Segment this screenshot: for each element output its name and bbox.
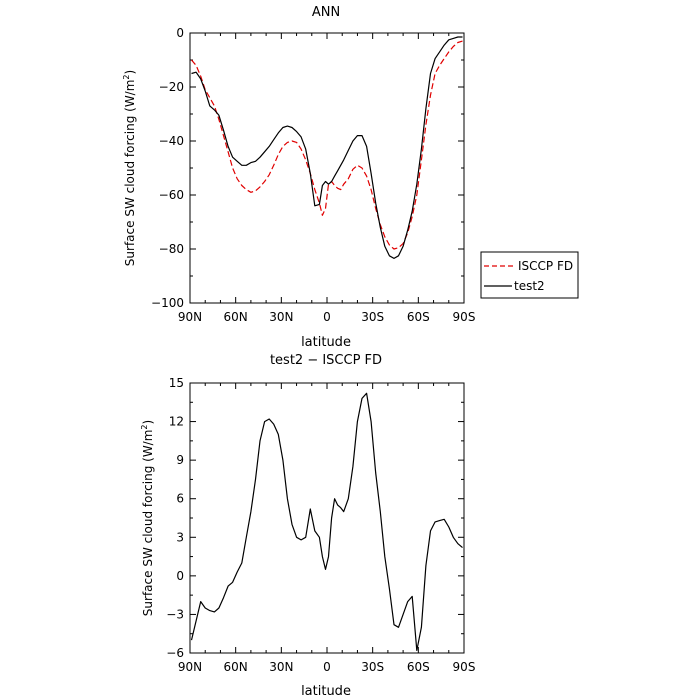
difference-series-line: [190, 392, 463, 652]
x-tick-label: 30S: [361, 310, 384, 324]
y-tick-label: −100: [151, 296, 184, 310]
x-tick-label: 60S: [407, 660, 430, 674]
x-tick-label: 30S: [361, 660, 384, 674]
y-tick-label: 0: [176, 569, 184, 583]
legend-box: [480, 251, 579, 299]
series-lines: [190, 392, 463, 652]
y-tick-labels: 15 12 9 6 3 0 −3 −6: [166, 376, 184, 660]
panel-annual-forcing: ANN 90N 60N 30N 0 30S 60S 90S 0 −20 −40 −60 −80 −10…: [122, 5, 579, 350]
y-tick-label: −80: [159, 242, 184, 256]
x-axis-label: latitude: [301, 684, 351, 699]
y-axis-label: Surface SW cloud forcing (W/m2): [140, 420, 155, 616]
legend-label-test2: test2: [514, 279, 545, 293]
x-tick-label: 90S: [453, 660, 476, 674]
y-tick-labels: 0 −20 −40 −60 −80 −100: [151, 26, 184, 310]
plot-frame: [189, 382, 465, 654]
chart-title: test2 − ISCCP FD: [270, 353, 382, 368]
y-tick-label: 6: [176, 492, 184, 506]
x-tick-label: 90S: [453, 310, 476, 324]
x-tick-label: 60N: [224, 310, 248, 324]
x-tick-label: 30N: [269, 310, 293, 324]
y-tick-label: −6: [166, 646, 184, 660]
chart-title: ANN: [312, 5, 340, 20]
x-tick-labels: 90N 60N 30N 0 30S 60S 90S: [178, 310, 476, 324]
x-tick-label: 60S: [407, 310, 430, 324]
y-tick-label: −20: [159, 80, 184, 94]
test2-series-line: [191, 36, 463, 259]
y-tick-label: 3: [176, 530, 184, 544]
panel-difference: test2 − ISCCP FD 90N 60N 30N 0 30S 60S 90S 151…: [140, 353, 475, 699]
tick-marks: [189, 32, 465, 304]
legend: ISCCP FD test2: [480, 251, 579, 299]
y-axis-label: Surface SW cloud forcing (W/m2): [122, 70, 137, 266]
y-axis-label-superscript: 2: [140, 424, 149, 429]
y-tick-label: 0: [176, 26, 184, 40]
x-tick-label: 0: [323, 310, 331, 324]
x-tick-label: 90N: [178, 310, 202, 324]
plot-frame: [189, 32, 465, 304]
y-tick-label: −40: [159, 134, 184, 148]
x-axis-label: latitude: [301, 335, 351, 350]
x-tick-label: 0: [323, 660, 331, 674]
x-tick-label: 90N: [178, 660, 202, 674]
y-tick-label: 9: [176, 453, 184, 467]
y-tick-label: −60: [159, 188, 184, 202]
series-lines: [191, 36, 463, 259]
isccp-fd-series-line: [191, 40, 463, 250]
y-tick-label: 12: [169, 415, 184, 429]
y-tick-label: −3: [166, 607, 184, 621]
y-tick-label: 15: [169, 376, 184, 390]
legend-label-isccp: ISCCP FD: [518, 259, 573, 273]
x-tick-label: 60N: [224, 660, 248, 674]
x-tick-label: 30N: [269, 660, 293, 674]
x-tick-labels: 90N 60N 30N 0 30S 60S 90S: [178, 660, 476, 674]
y-axis-label-superscript: 2: [122, 74, 131, 79]
